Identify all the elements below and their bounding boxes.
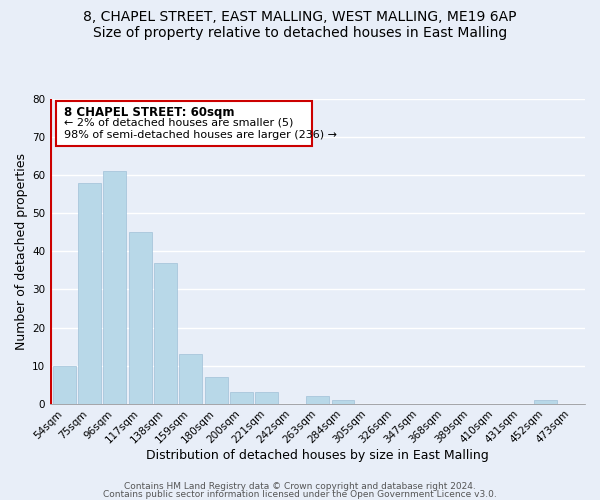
Text: 8, CHAPEL STREET, EAST MALLING, WEST MALLING, ME19 6AP
Size of property relative: 8, CHAPEL STREET, EAST MALLING, WEST MAL…: [83, 10, 517, 40]
FancyBboxPatch shape: [56, 102, 312, 146]
Bar: [230, 392, 253, 404]
Bar: [154, 263, 177, 404]
Text: ← 2% of detached houses are smaller (5): ← 2% of detached houses are smaller (5): [64, 118, 293, 128]
Bar: [256, 392, 278, 404]
Bar: [332, 400, 355, 404]
Text: Contains public sector information licensed under the Open Government Licence v3: Contains public sector information licen…: [103, 490, 497, 499]
Bar: [205, 377, 227, 404]
Text: 8 CHAPEL STREET: 60sqm: 8 CHAPEL STREET: 60sqm: [64, 106, 234, 119]
Bar: [535, 400, 557, 404]
Bar: [78, 183, 101, 404]
Bar: [129, 232, 152, 404]
Bar: [179, 354, 202, 404]
X-axis label: Distribution of detached houses by size in East Malling: Distribution of detached houses by size …: [146, 450, 489, 462]
Text: Contains HM Land Registry data © Crown copyright and database right 2024.: Contains HM Land Registry data © Crown c…: [124, 482, 476, 491]
Text: 98% of semi-detached houses are larger (236) →: 98% of semi-detached houses are larger (…: [64, 130, 337, 140]
Y-axis label: Number of detached properties: Number of detached properties: [15, 153, 28, 350]
Bar: [306, 396, 329, 404]
Bar: [103, 172, 126, 404]
Bar: [53, 366, 76, 404]
